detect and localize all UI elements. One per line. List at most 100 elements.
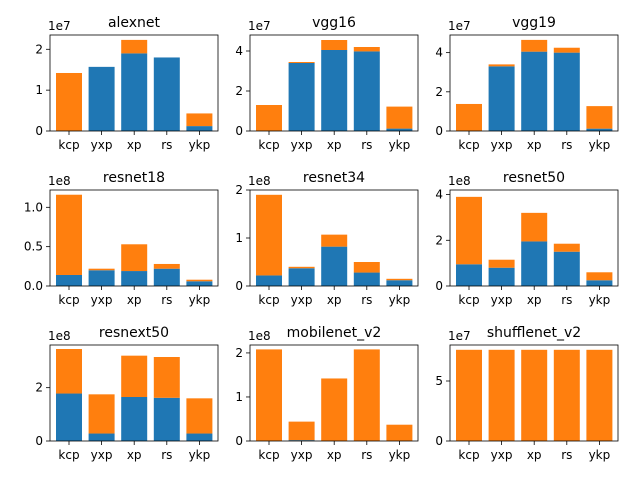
x-tick-label: ykp xyxy=(389,293,411,307)
offset-label: 1e8 xyxy=(248,329,271,343)
bar-yxp-series1 xyxy=(88,433,115,441)
bar-xp-series2 xyxy=(121,39,148,54)
bar-xp-series1 xyxy=(321,50,348,131)
y-tick-label: 0 xyxy=(235,124,243,138)
bar-kcp-series2 xyxy=(456,103,482,131)
bar-yxp-series1 xyxy=(488,267,515,286)
bar-rs-series2 xyxy=(553,243,580,252)
chart-title: vgg19 xyxy=(512,15,556,31)
bar-yxp-series2 xyxy=(288,421,315,441)
bar-ykp-series1 xyxy=(386,280,413,286)
x-tick-label: rs xyxy=(561,138,572,152)
bar-kcp-series2 xyxy=(456,196,482,265)
x-tick-label: yxp xyxy=(491,293,513,307)
bar-kcp-series2 xyxy=(256,194,282,276)
axes-frame xyxy=(49,189,219,287)
bar-ykp-series1 xyxy=(186,433,213,441)
subplot-resnet18: resnet18 1e8 kcp yxp xp rs ykp 0.0 0.5 1.0 xyxy=(24,170,219,307)
x-tick-label: yxp xyxy=(91,448,113,462)
bar-rs-series1 xyxy=(353,51,380,131)
bar-ykp-series1 xyxy=(586,280,613,286)
y-tick-label: 1 xyxy=(35,83,43,97)
subplot-mobilenet-v2: mobilenet_v2 1e8 kcp yxp xp rs ykp 0 1 2 xyxy=(235,325,419,462)
bar-rs-series2 xyxy=(353,47,380,52)
y-tick-label: 0 xyxy=(235,279,243,293)
bar-xp-series1 xyxy=(321,246,348,286)
x-tick-label: ykp xyxy=(589,138,611,152)
offset-label: 1e8 xyxy=(48,329,71,343)
x-tick-label: yxp xyxy=(91,293,113,307)
bar-ykp-series2 xyxy=(186,279,213,282)
bar-rs-series2 xyxy=(553,349,580,441)
bar-rs-series2 xyxy=(553,47,580,53)
bar-xp-series2 xyxy=(121,244,148,272)
bar-xp-series1 xyxy=(521,51,548,131)
bar-xp-series1 xyxy=(121,271,148,286)
x-tick-label: yxp xyxy=(291,293,313,307)
x-tick-label: ykp xyxy=(589,448,611,462)
axes-frame xyxy=(249,344,419,442)
x-tick-label: xp xyxy=(127,293,142,307)
y-tick-label: 2 xyxy=(235,183,243,197)
bar-rs-series1 xyxy=(353,272,380,286)
x-tick-label: xp xyxy=(527,293,542,307)
axes-frame xyxy=(49,344,219,442)
x-tick-label: rs xyxy=(161,448,172,462)
bar-xp-series1 xyxy=(121,397,148,441)
bar-rs-series2 xyxy=(353,262,380,273)
x-tick-label: ykp xyxy=(589,293,611,307)
axes-frame xyxy=(449,189,619,287)
bar-kcp-series2 xyxy=(56,72,82,131)
offset-label: 1e7 xyxy=(448,329,471,343)
offset-label: 1e8 xyxy=(448,174,471,188)
axes-frame xyxy=(249,189,419,287)
bar-yxp-series2 xyxy=(288,62,315,63)
x-tick-label: kcp xyxy=(58,293,79,307)
x-tick-label: yxp xyxy=(91,138,113,152)
bar-yxp-series2 xyxy=(288,266,315,269)
axes-frame xyxy=(249,34,419,132)
x-tick-label: kcp xyxy=(458,448,479,462)
y-tick-label: 1 xyxy=(235,390,243,404)
y-tick-label: 2 xyxy=(235,346,243,360)
y-tick-label: 1 xyxy=(235,231,243,245)
y-tick-label: 1.0 xyxy=(24,200,43,214)
bar-rs-series2 xyxy=(153,357,180,398)
subplot-resnext50: resnext50 1e8 kcp yxp xp rs ykp 0 2 xyxy=(35,325,219,462)
chart-title: resnet34 xyxy=(303,170,365,186)
x-tick-label: yxp xyxy=(491,448,513,462)
y-tick-label: 2 xyxy=(435,85,443,99)
subplot-vgg19: vgg19 1e7 kcp yxp xp rs ykp 0 2 4 xyxy=(435,15,619,152)
y-tick-label: 0 xyxy=(435,279,443,293)
bar-ykp-series1 xyxy=(186,281,213,286)
bar-yxp-series1 xyxy=(488,66,515,131)
offset-label: 1e8 xyxy=(48,174,71,188)
y-tick-label: 0 xyxy=(35,124,43,138)
bar-rs-series1 xyxy=(553,52,580,131)
chart-title: mobilenet_v2 xyxy=(287,325,382,341)
x-tick-label: rs xyxy=(161,293,172,307)
y-tick-label: 0 xyxy=(35,434,43,448)
bar-xp-series1 xyxy=(121,53,148,131)
x-tick-label: yxp xyxy=(491,138,513,152)
x-tick-label: xp xyxy=(327,448,342,462)
axes-frame xyxy=(449,344,619,442)
bar-ykp-series2 xyxy=(586,106,613,129)
bar-rs-series2 xyxy=(153,263,180,269)
x-tick-label: rs xyxy=(361,138,372,152)
bar-ykp-series1 xyxy=(186,126,213,131)
x-tick-label: kcp xyxy=(258,138,279,152)
x-tick-label: ykp xyxy=(189,448,211,462)
x-tick-label: ykp xyxy=(189,293,211,307)
bar-xp-series2 xyxy=(521,349,548,441)
bar-yxp-series2 xyxy=(88,394,115,434)
bar-yxp-series2 xyxy=(488,64,515,67)
y-tick-label: 0 xyxy=(435,124,443,138)
chart-title: vgg16 xyxy=(312,15,356,31)
bar-rs-series1 xyxy=(153,397,180,441)
x-tick-label: xp xyxy=(527,138,542,152)
subplot-resnet34: resnet34 1e8 kcp yxp xp rs ykp 0 1 2 xyxy=(235,170,419,307)
offset-label: 1e7 xyxy=(448,19,471,33)
chart-title: resnet18 xyxy=(103,170,165,186)
bar-yxp-series2 xyxy=(88,268,115,271)
